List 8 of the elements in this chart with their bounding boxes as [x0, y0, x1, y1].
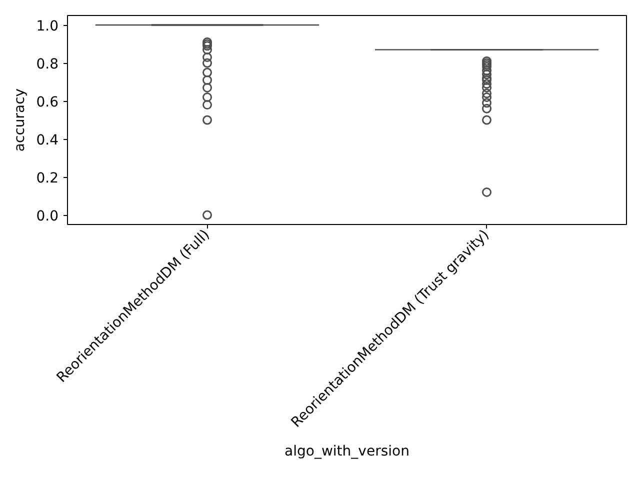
x-axis-title: algo_with_version	[284, 444, 410, 460]
y-tick-label: 0.4	[36, 132, 59, 148]
y-tick-label: 0.6	[36, 94, 59, 110]
y-tick-label: 0.8	[36, 56, 58, 72]
y-tick-label: 0.0	[36, 208, 58, 224]
y-axis-title: accuracy	[12, 88, 28, 152]
y-tick-label: 0.2	[36, 170, 58, 186]
y-tick-label: 1.0	[36, 18, 58, 34]
